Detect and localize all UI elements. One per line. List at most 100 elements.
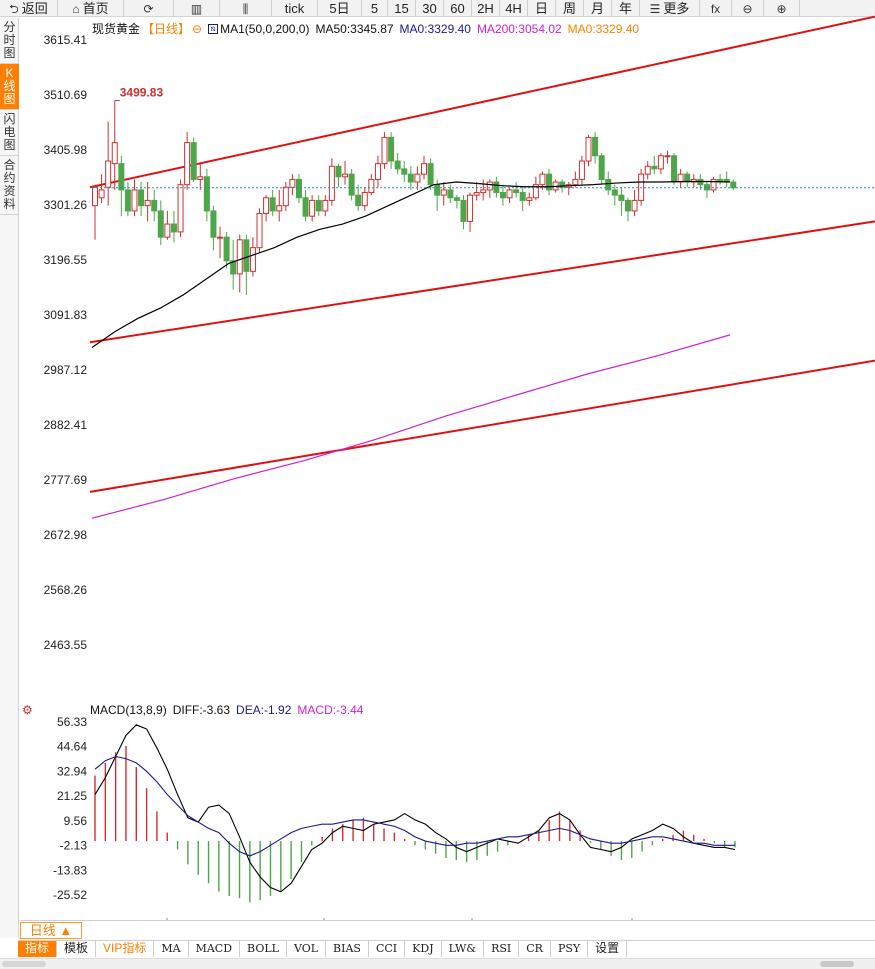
candle — [243, 234, 250, 295]
toolbar-back-arrow-button[interactable]: ⮌ 返回 — [0, 0, 58, 17]
candle-body — [184, 142, 191, 186]
left-tab-0[interactable]: 分时图 — [0, 18, 19, 64]
ma-settings-label[interactable]: MA1(50,0,200,0) — [220, 21, 310, 36]
bar-chart-icon: ▥ — [190, 1, 203, 16]
toolbar-label: 5 — [370, 0, 379, 16]
macd-settings-icon[interactable]: ⚙ — [22, 703, 33, 717]
candle — [611, 184, 618, 206]
macd-axis-label: 32.94 — [57, 764, 87, 778]
candle-body — [118, 163, 125, 191]
refresh-icon: ⟳ — [143, 1, 154, 16]
toolbar-period-12[interactable]: 4H — [500, 0, 528, 17]
indicator-tab-cr[interactable]: CR — [519, 941, 551, 957]
menu-icon: ☰ — [649, 1, 661, 16]
macd-diff-value: DIFF:-3.63 — [172, 703, 231, 717]
toolbar-period-10[interactable]: 60 — [444, 0, 472, 17]
candle — [355, 184, 362, 211]
candle — [203, 168, 210, 222]
candle — [664, 150, 671, 164]
toolbar-refresh-button[interactable]: ⟳ — [124, 0, 174, 17]
candle — [374, 155, 381, 188]
candle-body — [519, 192, 526, 201]
toolbar-candlestick-button[interactable]: ⫼ — [220, 0, 272, 17]
candle — [467, 192, 474, 232]
toolbar-zoom-out-button[interactable]: ⊖ — [732, 0, 764, 17]
toolbar-zoom-in-button[interactable]: ⊕ — [764, 0, 800, 17]
candle-body — [249, 247, 256, 272]
indicator-tab-指标[interactable]: 指标 — [18, 941, 58, 957]
scrollbar-thumb[interactable] — [820, 961, 854, 967]
toolbar: ⮌ 返回 ⌂ 首页 ⟳ ▥ ⫼ tick 5日 5 15 30 60 2H 4H 日周月年 ☰ 更多 fx ⊖ ⊕ — [0, 0, 875, 17]
candle — [578, 155, 585, 185]
toolbar-period-15[interactable]: 月 — [584, 0, 612, 17]
candle — [421, 155, 427, 180]
trend-channel-line-0 — [89, 15, 875, 189]
indicator-tab-ma[interactable]: MA — [154, 941, 189, 957]
candle — [631, 189, 638, 217]
toolbar-period-7[interactable]: 5 — [362, 0, 388, 17]
price-axis-label: 2463.55 — [44, 638, 88, 652]
toolbar-function-button[interactable]: fx — [700, 0, 732, 17]
chart-canvas[interactable]: 3615.41 3510.69 3405.98 3301.26 3196.55 3091.… — [0, 0, 875, 920]
toolbar-period-6[interactable]: 5日 — [318, 0, 362, 17]
indicator-tab-kdj[interactable]: KDJ — [405, 941, 442, 957]
indicator-tab-macd[interactable]: MACD — [188, 941, 241, 957]
candle-body — [730, 181, 737, 189]
macd-axis-label: -25.52 — [53, 888, 87, 902]
indicator-tab-boll[interactable]: BOLL — [240, 941, 287, 957]
left-tab-1[interactable]: K线图 — [0, 64, 19, 110]
indicator-tab-lw&[interactable]: LW& — [441, 941, 485, 957]
candle — [381, 132, 388, 169]
indicator-tab-模板[interactable]: 模板 — [57, 941, 97, 957]
candle — [499, 184, 506, 206]
indicator-tab-bias[interactable]: BIAS — [326, 941, 369, 957]
candle-body — [427, 163, 434, 186]
candle — [401, 161, 408, 183]
toolbar-period-16[interactable]: 年 — [612, 0, 640, 17]
home-icon: ⌂ — [72, 1, 80, 16]
candle — [118, 155, 125, 217]
toolbar-menu-button[interactable]: ☰ 更多 — [640, 0, 700, 17]
candle — [671, 153, 678, 185]
toolbar-period-11[interactable]: 2H — [472, 0, 500, 17]
toolbar-period-8[interactable]: 15 — [388, 0, 416, 17]
indicator-tab-psy[interactable]: PSY — [550, 941, 589, 957]
candle — [302, 189, 309, 222]
indicator-tab-vip指标[interactable]: VIP指标 — [96, 941, 155, 957]
candle-body — [374, 163, 381, 180]
candle-body — [434, 184, 441, 196]
indicator-tab-rsi[interactable]: RSI — [484, 941, 520, 957]
candle — [157, 200, 164, 246]
left-tab-2[interactable]: 闪电图 — [0, 110, 19, 156]
toolbar-period-14[interactable]: 周 — [556, 0, 584, 17]
candle-body — [256, 213, 263, 249]
candle — [486, 179, 493, 198]
candle — [440, 182, 447, 206]
indicator-tab-vol[interactable]: VOL — [286, 941, 327, 957]
toolbar-home-button[interactable]: ⌂ 首页 — [58, 0, 124, 17]
macd-name[interactable]: MACD(13,8,9) — [90, 703, 167, 717]
period-button[interactable]: 日线 ▲ — [20, 922, 82, 939]
indicator-tab-cci[interactable]: CCI — [368, 941, 406, 957]
trend-channel-line-1 — [89, 220, 875, 344]
toolbar-period-9[interactable]: 30 — [416, 0, 444, 17]
candle-body — [624, 199, 631, 212]
ma-legend-icon[interactable]: ⧅ — [208, 23, 219, 34]
toolbar-bar-chart-button[interactable]: ▥ — [174, 0, 220, 17]
left-tab-3[interactable]: 合约资料 — [0, 156, 19, 215]
indicator-tab-设置[interactable]: 设置 — [588, 941, 628, 957]
horizontal-scrollbar[interactable] — [0, 958, 875, 969]
scrollbar-track-left[interactable] — [2, 961, 46, 967]
toolbar-period-13[interactable]: 日 — [528, 0, 556, 17]
candle-body — [526, 197, 533, 201]
legend-settings-icon[interactable]: ⊖ — [192, 21, 203, 36]
candle — [249, 237, 256, 277]
toolbar-period-5[interactable]: tick — [272, 0, 318, 17]
price-axis-label: 3615.41 — [44, 33, 88, 47]
candle — [197, 163, 204, 190]
candle-body — [131, 189, 138, 212]
candle — [236, 234, 243, 293]
toolbar-label: 返回 — [21, 0, 48, 16]
toolbar-label: tick — [284, 0, 305, 16]
candle-body — [302, 197, 309, 217]
